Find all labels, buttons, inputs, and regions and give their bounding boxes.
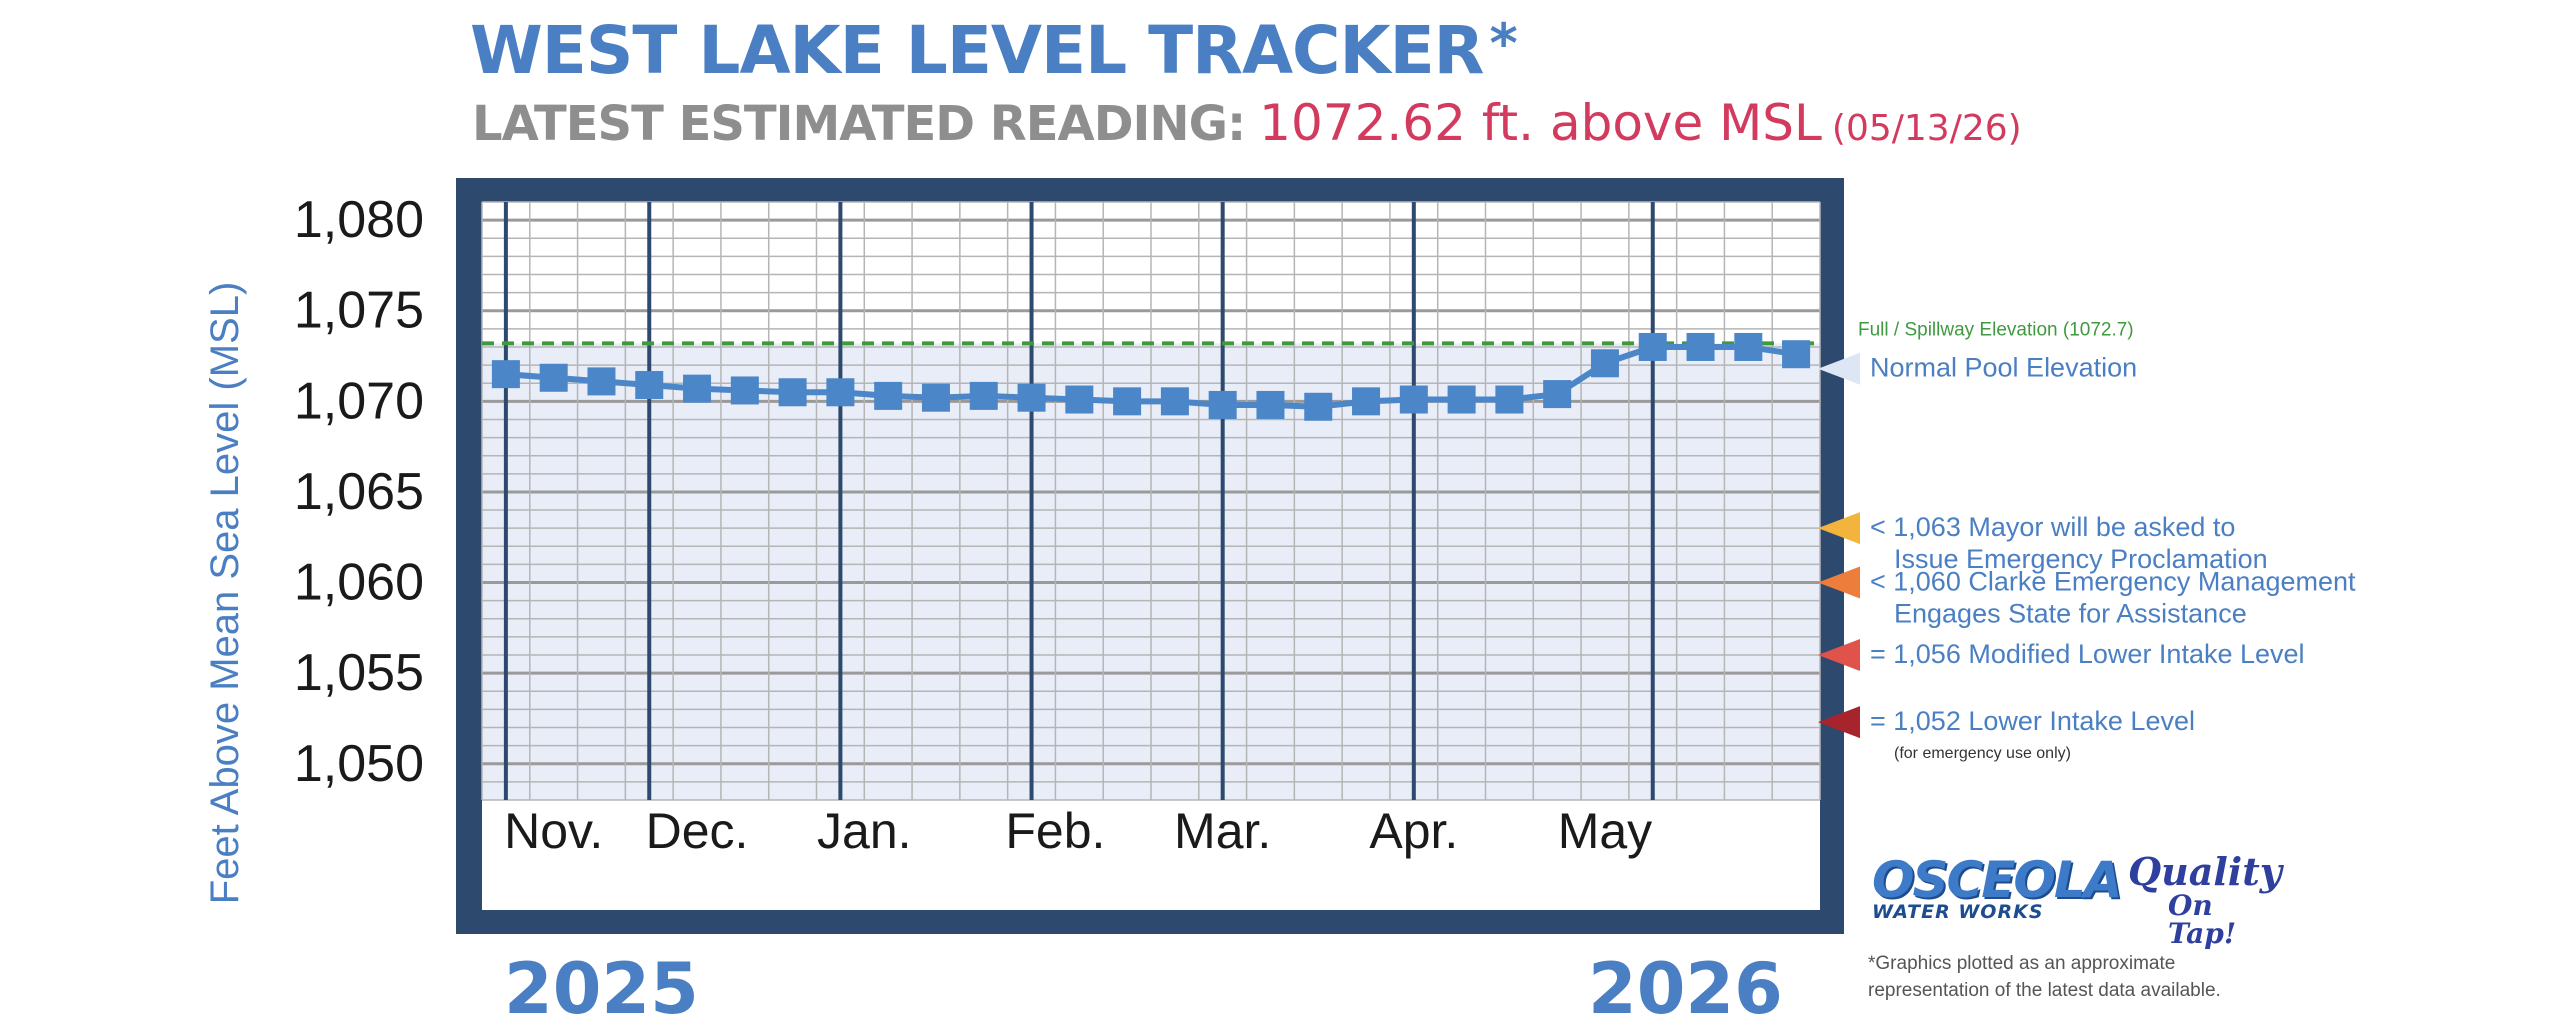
data-point	[1447, 385, 1476, 414]
month-label: Apr.	[1369, 803, 1458, 859]
chart-title: WEST LAKE LEVEL TRACKER *	[470, 12, 1518, 89]
data-point	[1352, 387, 1381, 416]
threshold-label: Engages State for Assistance	[1894, 599, 2247, 629]
y-tick-label: 1,080	[294, 191, 424, 249]
osceola-water-works-logo: OSCEOLA WATER WORKS	[1872, 851, 2122, 923]
month-label: Dec.	[646, 803, 749, 859]
threshold-note: (for emergency use only)	[1894, 745, 2071, 762]
data-point	[1590, 349, 1619, 378]
threshold-marker	[1818, 639, 1860, 672]
data-point	[1782, 340, 1811, 369]
footnote: *Graphics plotted as an approximate repr…	[1868, 953, 2221, 1001]
data-point	[1017, 383, 1046, 412]
data-point	[1065, 385, 1094, 414]
title-asterisk: *	[1489, 12, 1518, 75]
data-point	[874, 381, 903, 410]
threshold-label: = 1,052 Lower Intake Level	[1870, 706, 2195, 736]
data-point	[1304, 392, 1333, 421]
data-point	[1734, 332, 1763, 361]
y-axis-label: Feet Above Mean Sea Level (MSL)	[203, 282, 247, 905]
data-point	[778, 378, 807, 407]
data-point	[1638, 332, 1667, 361]
threshold-label: Normal Pool Elevation	[1870, 353, 2137, 383]
month-label: Nov.	[504, 803, 603, 859]
threshold-label: < 1,063 Mayor will be asked to	[1870, 512, 2235, 542]
series-line	[505, 343, 1797, 410]
spillway-label: Full / Spillway Elevation (1072.7)	[1858, 319, 2134, 340]
threshold-label: < 1,060 Clarke Emergency Management	[1870, 567, 2356, 597]
reading-label: LATEST ESTIMATED READING:	[472, 96, 1246, 152]
threshold-marker	[1818, 352, 1860, 385]
data-point	[1495, 385, 1524, 414]
reading-date: (05/13/26)	[1831, 108, 2022, 149]
data-point	[635, 371, 664, 400]
y-tick-label: 1,055	[294, 644, 424, 702]
y-tick-label: 1,060	[294, 554, 424, 612]
data-point	[826, 378, 855, 407]
y-tick-label: 1,075	[294, 282, 424, 340]
data-point	[1399, 385, 1428, 414]
month-label: Feb.	[1005, 803, 1105, 859]
data-point	[1208, 390, 1237, 419]
data-point	[921, 383, 950, 412]
threshold-marker	[1818, 512, 1860, 545]
data-point	[969, 381, 998, 410]
month-label: Mar.	[1174, 803, 1271, 859]
threshold-marker	[1818, 706, 1860, 739]
data-point	[683, 374, 712, 403]
month-label: May	[1558, 803, 1652, 859]
month-label: Jan.	[817, 803, 912, 859]
y-tick-label: 1,050	[294, 735, 424, 793]
reading-value: 1072.62 ft. above MSL	[1259, 94, 1822, 152]
y-tick-label: 1,065	[294, 463, 424, 521]
data-point	[587, 367, 616, 396]
threshold-label: Issue Emergency Proclamation	[1894, 544, 2268, 574]
quality-on-tap-logo: Quality On Tap!	[2128, 849, 2282, 950]
latest-reading: LATEST ESTIMATED READING: 1072.62 ft. abo…	[472, 94, 2022, 152]
data-point	[491, 360, 520, 389]
data-point	[1256, 390, 1285, 419]
threshold-label: = 1,056 Modified Lower Intake Level	[1870, 639, 2305, 669]
data-point	[1686, 332, 1715, 361]
year-start: 2025	[504, 948, 699, 1030]
data-point	[1160, 387, 1189, 416]
data-point	[730, 376, 759, 405]
data-point	[539, 363, 568, 392]
y-tick-label: 1,070	[294, 372, 424, 430]
threshold-marker	[1818, 566, 1860, 599]
data-point	[1543, 380, 1572, 409]
data-point	[1113, 387, 1142, 416]
year-end: 2026	[1588, 948, 1783, 1030]
